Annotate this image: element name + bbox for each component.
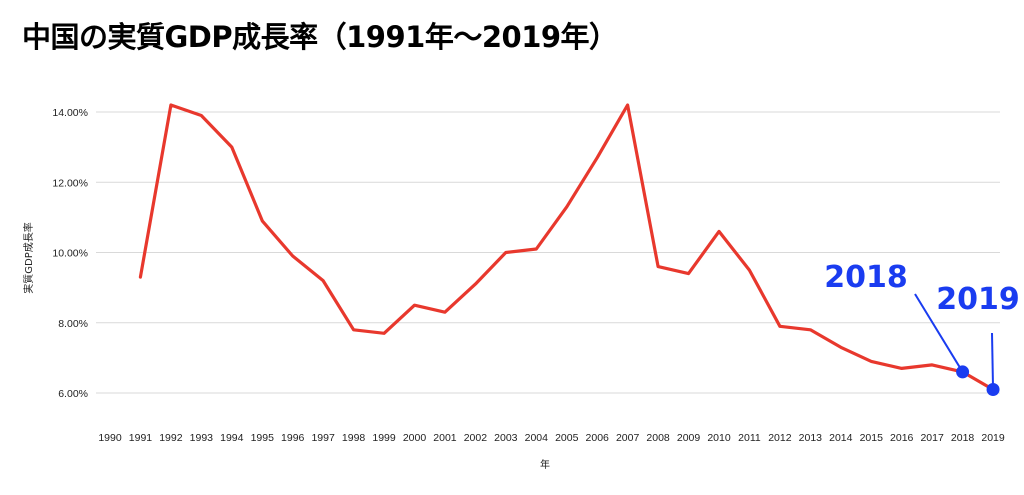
x-tick-label: 1990	[98, 432, 122, 444]
x-tick-label: 1996	[281, 432, 305, 444]
x-tick-label: 1999	[372, 432, 396, 444]
callout-line-2019	[991, 332, 995, 390]
x-tick-label: 1994	[220, 432, 244, 444]
x-tick-label: 2010	[707, 432, 731, 444]
x-tick-label: 2000	[403, 432, 427, 444]
series-line	[138, 103, 995, 392]
x-tick-label: 2016	[890, 432, 914, 444]
x-tick-label: 2014	[829, 432, 853, 444]
y-tick-label: 8.00%	[58, 318, 88, 330]
series-layer	[138, 103, 995, 392]
callout-label-2019: 2019	[936, 282, 1020, 317]
x-tick-label: 2018	[951, 432, 975, 444]
callout-line-2018	[914, 293, 964, 373]
x-tick-label: 2015	[860, 432, 884, 444]
y-tick-labels: 6.00% 8.00% 10.00% 12.00% 14.00%	[52, 107, 88, 400]
x-tick-label: 1995	[251, 432, 275, 444]
x-tick-label: 1993	[190, 432, 214, 444]
x-tick-label: 2011	[738, 432, 761, 444]
x-tick-label: 2017	[920, 432, 944, 444]
x-tick-label: 2006	[586, 432, 610, 444]
x-tick-label: 2002	[464, 432, 488, 444]
y-tick-label: 10.00%	[52, 248, 88, 260]
x-tick-label: 2008	[646, 432, 670, 444]
y-tick-label: 14.00%	[52, 107, 88, 119]
x-axis-label: 年	[540, 458, 550, 471]
x-tick-label: 1991	[129, 432, 153, 444]
callout-label-2018: 2018	[824, 260, 908, 295]
x-tick-label: 1997	[311, 432, 335, 444]
x-tick-label: 2007	[616, 432, 640, 444]
chart-title: 中国の実質GDP成長率（1991年〜2019年）	[22, 20, 618, 54]
x-tick-label: 2019	[981, 432, 1005, 444]
x-tick-label: 2005	[555, 432, 579, 444]
marker-2018	[956, 365, 970, 379]
annotation-layer: 2018 2019	[824, 260, 1020, 396]
x-tick-label: 2013	[799, 432, 823, 444]
y-axis-label: 実質GDP成長率	[22, 222, 35, 293]
x-tick-labels: 1990 1991 1992 1993 1994 1995 1996 1997 1998 1999…	[98, 432, 1005, 444]
x-tick-label: 1998	[342, 432, 366, 444]
x-tick-label: 2001	[433, 432, 457, 444]
x-tick-label: 2003	[494, 432, 518, 444]
marker-2019	[986, 382, 1000, 396]
x-tick-label: 1992	[159, 432, 183, 444]
y-tick-label: 12.00%	[52, 177, 88, 189]
x-tick-label: 2012	[768, 432, 792, 444]
y-tick-label: 6.00%	[58, 388, 88, 400]
x-tick-label: 2004	[525, 432, 549, 444]
gridlines	[96, 111, 1000, 394]
x-tick-label: 2009	[677, 432, 701, 444]
